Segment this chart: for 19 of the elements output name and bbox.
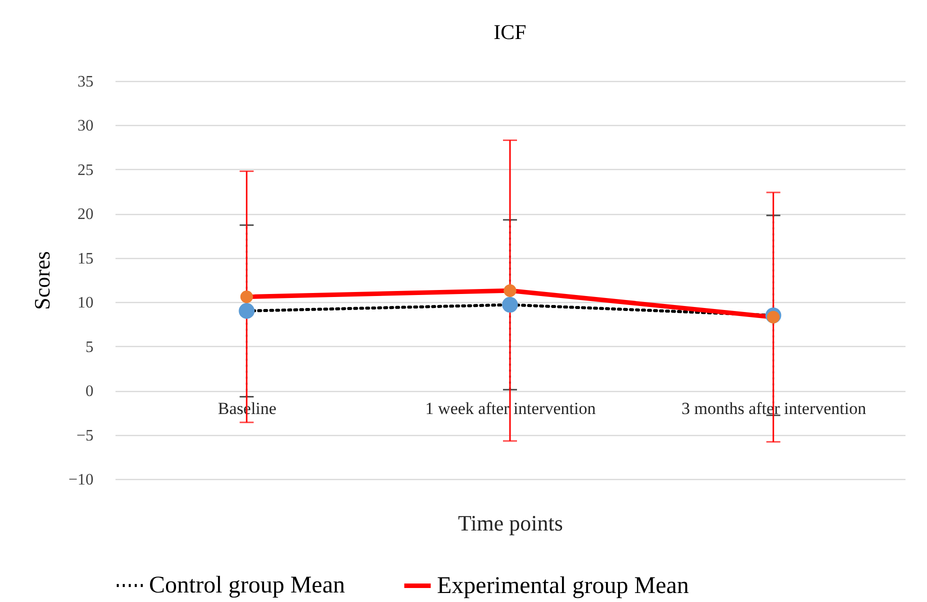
y-tick-label: −10 (68, 472, 94, 488)
y-tick-label: 35 (78, 74, 94, 90)
y-tick-label: 15 (78, 250, 94, 268)
y-tick-label: 5 (86, 338, 94, 356)
y-axis-title: Scores (29, 251, 54, 310)
point (240, 290, 253, 304)
legend-label: Experimental group Mean (437, 572, 689, 599)
y-tick-label: 0 (86, 383, 94, 400)
y-tick-label: 30 (78, 118, 94, 135)
chart-title: ICF (494, 20, 526, 44)
x-axis-title: Time points (458, 510, 563, 536)
y-tick-label: 10 (78, 294, 94, 312)
y-tick-label: 25 (78, 162, 94, 179)
y-tick-label: −5 (76, 427, 94, 444)
point (238, 303, 255, 319)
point (502, 296, 518, 313)
legend-label: Control group Mean (149, 572, 345, 598)
y-tick-label: 20 (78, 206, 94, 224)
point (504, 284, 516, 297)
